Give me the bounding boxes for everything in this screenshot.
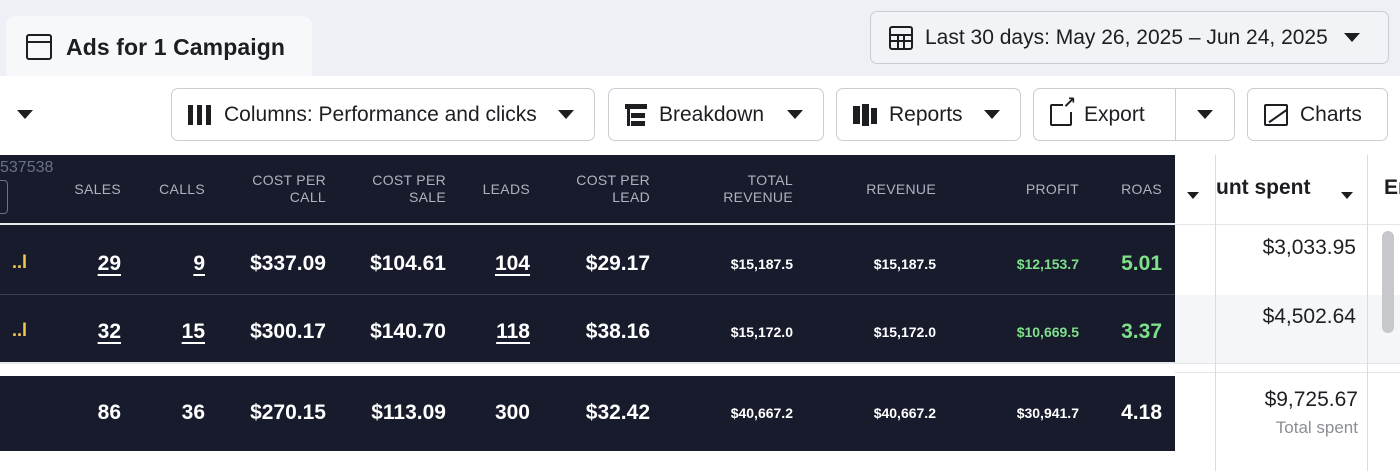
column-divider bbox=[1215, 155, 1216, 471]
chevron-down-icon bbox=[558, 110, 574, 119]
table-cell-total-revenue: $15,172.0 bbox=[730, 324, 793, 340]
total-revenue: $40,667.2 bbox=[873, 405, 936, 421]
col-header-cost-per-call[interactable]: COST PER CALL bbox=[252, 172, 326, 205]
total-spent-caption: Total spent bbox=[1275, 418, 1358, 437]
window-icon bbox=[26, 34, 52, 60]
table-bottom bbox=[0, 451, 1175, 471]
charts-label: Charts bbox=[1300, 102, 1362, 126]
row-divider bbox=[0, 223, 1175, 225]
date-range-picker[interactable]: Last 30 days: May 26, 2025 – Jun 24, 202… bbox=[870, 11, 1389, 64]
chevron-down-icon bbox=[1187, 192, 1199, 199]
table-cell-profit: $10,669.5 bbox=[1016, 324, 1079, 340]
reports-label: Reports bbox=[889, 102, 963, 126]
reports-button[interactable]: Reports bbox=[836, 88, 1021, 141]
delivery-indicator: ..l bbox=[12, 252, 28, 272]
table-cell-cost-per-call: $300.17 bbox=[250, 320, 326, 343]
table-cell-roas: 3.37 bbox=[1121, 320, 1162, 343]
columns-button[interactable]: Columns: Performance and clicks bbox=[171, 88, 595, 141]
col-header-revenue[interactable]: REVENUE bbox=[866, 180, 936, 197]
chart-icon bbox=[1264, 103, 1288, 126]
total-profit: $30,941.7 bbox=[1016, 405, 1079, 421]
table-cell-sales[interactable]: 32 bbox=[97, 320, 121, 343]
row-divider bbox=[1175, 363, 1400, 364]
chevron-down-icon bbox=[1341, 192, 1353, 199]
total-sales: 86 bbox=[97, 401, 121, 424]
table-toolbar: Columns: Performance and clicks Breakdow… bbox=[0, 76, 1400, 152]
metrics-table-panel bbox=[0, 155, 1175, 451]
col-header-roas[interactable]: ROAS bbox=[1121, 180, 1162, 197]
sort-button[interactable] bbox=[1341, 186, 1353, 204]
table-cell-cost-per-sale: $140.70 bbox=[370, 320, 446, 343]
tab-title: Ads for 1 Campaign bbox=[66, 33, 286, 60]
col-header-leads[interactable]: LEADS bbox=[482, 180, 530, 197]
top-bar: Ads for 1 Campaign Last 30 days: May 26,… bbox=[0, 0, 1400, 78]
row-divider bbox=[1175, 224, 1400, 225]
col-header-amount-spent[interactable]: unt spent bbox=[1216, 176, 1311, 199]
total-cost-per-sale: $113.09 bbox=[371, 401, 446, 424]
row-checkbox[interactable] bbox=[0, 180, 8, 214]
campaign-ads-tab[interactable]: Ads for 1 Campaign bbox=[6, 16, 312, 78]
col-header-profit[interactable]: PROFIT bbox=[1025, 180, 1079, 197]
chevron-down-icon bbox=[1197, 110, 1213, 119]
vertical-scrollbar[interactable] bbox=[1382, 231, 1394, 333]
export-button[interactable]: Export bbox=[1033, 88, 1176, 141]
table-cell-leads[interactable]: 104 bbox=[494, 252, 530, 275]
col-header-next[interactable]: En bbox=[1384, 176, 1400, 199]
col-header-cost-per-sale[interactable]: COST PER SALE bbox=[372, 172, 446, 205]
columns-label: Columns: Performance and clicks bbox=[224, 102, 537, 126]
col-header-sales[interactable]: SALES bbox=[74, 180, 121, 197]
total-calls: 36 bbox=[181, 401, 205, 424]
total-cost-per-lead: $32.42 bbox=[585, 401, 650, 424]
chevron-down-icon bbox=[1343, 33, 1360, 42]
table-cell-cost-per-call: $337.09 bbox=[250, 252, 326, 275]
chevron-down-icon bbox=[984, 110, 1000, 119]
table-cell-amount-spent: $4,502.64 bbox=[1262, 305, 1356, 328]
table-cell-total-revenue: $15,187.5 bbox=[730, 256, 793, 272]
table-cell-leads[interactable]: 118 bbox=[496, 320, 530, 343]
calendar-icon bbox=[889, 25, 913, 50]
table-cell-cost-per-lead: $38.16 bbox=[585, 320, 650, 343]
total-total-revenue: $40,667.2 bbox=[730, 405, 793, 421]
export-label: Export bbox=[1084, 102, 1145, 126]
table-cell-sales[interactable]: 29 bbox=[97, 252, 121, 275]
table-cell-amount-spent: $3,033.95 bbox=[1262, 236, 1356, 259]
campaign-id-fragment: 537538 bbox=[0, 159, 54, 176]
delivery-indicator: ..l bbox=[12, 320, 28, 340]
breakdown-button[interactable]: Breakdown bbox=[608, 88, 824, 141]
charts-button[interactable]: Charts bbox=[1247, 88, 1388, 141]
row-divider bbox=[1175, 372, 1400, 373]
hovered-row-band bbox=[1175, 295, 1400, 363]
reports-icon bbox=[853, 103, 877, 126]
totals-gap bbox=[0, 364, 1175, 376]
col-header-calls[interactable]: CALLS bbox=[159, 180, 205, 197]
export-icon bbox=[1050, 95, 1076, 126]
col-header-cost-per-lead[interactable]: COST PER LEAD bbox=[576, 172, 650, 205]
export-options-button[interactable] bbox=[1175, 88, 1235, 141]
total-roas: 4.18 bbox=[1121, 401, 1162, 424]
table-cell-calls[interactable]: 9 bbox=[193, 252, 205, 275]
table-cell-cost-per-lead: $29.17 bbox=[585, 252, 650, 275]
column-menu-button[interactable] bbox=[1187, 186, 1199, 204]
total-leads: 300 bbox=[494, 401, 530, 424]
col-header-total-revenue[interactable]: TOTAL REVENUE bbox=[723, 172, 793, 205]
chevron-down-icon bbox=[787, 110, 803, 119]
table-cell-calls[interactable]: 15 bbox=[181, 320, 205, 343]
row-divider bbox=[0, 294, 1175, 295]
table-cell-profit: $12,153.7 bbox=[1016, 256, 1079, 272]
columns-icon bbox=[188, 104, 212, 125]
table-cell-revenue: $15,187.5 bbox=[873, 256, 936, 272]
column-divider bbox=[1367, 155, 1368, 471]
total-cost-per-call: $270.15 bbox=[250, 401, 326, 424]
table-cell-revenue: $15,172.0 bbox=[873, 324, 936, 340]
total-amount-spent: $9,725.67 bbox=[1264, 388, 1358, 411]
breakdown-icon bbox=[625, 103, 647, 126]
table-cell-cost-per-sale: $104.61 bbox=[370, 252, 446, 275]
breakdown-label: Breakdown bbox=[659, 102, 765, 126]
chevron-down-icon[interactable] bbox=[17, 110, 33, 119]
date-range-label: Last 30 days: May 26, 2025 – Jun 24, 202… bbox=[925, 25, 1328, 49]
row-divider bbox=[0, 362, 1175, 364]
table-cell-roas: 5.01 bbox=[1121, 252, 1162, 275]
